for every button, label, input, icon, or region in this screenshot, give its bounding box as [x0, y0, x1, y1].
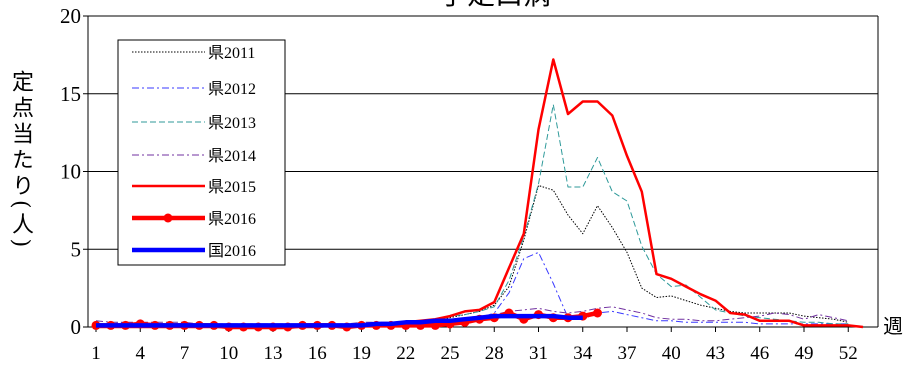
- series-line-pref-2013: [96, 104, 849, 326]
- legend: 県2011 県2012 県2013 県2014 県2015 県2016 国2016: [117, 39, 286, 266]
- legend-marker: [163, 213, 173, 223]
- data-point-pref-2016: [593, 308, 602, 318]
- x-tick-label: 22: [396, 343, 415, 364]
- legend-label: 県2012: [208, 81, 256, 98]
- legend-item-national-2016: 国2016: [132, 243, 256, 260]
- x-tick-label: 7: [180, 343, 190, 364]
- y-tick-label: 20: [60, 4, 81, 28]
- series-national-2016: [96, 313, 583, 328]
- legend-label: 県2014: [208, 148, 256, 165]
- y-axis-label: 定点当たり(人): [8, 70, 33, 252]
- x-tick-label: 28: [485, 343, 504, 364]
- legend-label: 国2016: [208, 243, 256, 260]
- legend-item-pref-2013: 県2013: [132, 115, 256, 132]
- x-tick-label: 49: [795, 343, 814, 364]
- legend-item-pref-2015: 県2015: [132, 179, 256, 196]
- legend-label: 県2015: [208, 179, 256, 196]
- legend-item-pref-2012: 県2012: [132, 81, 256, 98]
- legend-item-pref-2014: 県2014: [132, 148, 256, 165]
- legend-item-pref-2011: 県2011: [132, 45, 255, 62]
- legend-label: 県2011: [208, 45, 255, 62]
- series-line-national-2016: [96, 313, 583, 328]
- x-tick-label: 10: [219, 343, 238, 364]
- x-tick-label: 19: [352, 343, 371, 364]
- legend-label: 県2016: [208, 211, 256, 228]
- x-tick-label: 34: [573, 343, 593, 364]
- x-tick-label: 13: [264, 343, 283, 364]
- x-tick-label: 52: [839, 343, 858, 364]
- legend-box: [117, 39, 286, 266]
- y-tick-label: 0: [71, 315, 82, 339]
- x-tick-label: 40: [662, 343, 681, 364]
- x-tick-label: 37: [618, 343, 637, 364]
- x-tick-label: 4: [136, 343, 146, 364]
- x-tick-label: 1: [91, 343, 101, 364]
- y-tick-label: 15: [60, 82, 81, 106]
- x-tick-label: 16: [308, 343, 327, 364]
- chart-title: 手足口病: [400, 0, 590, 10]
- x-tick-label: 46: [750, 343, 769, 364]
- series-pref-2013: [96, 104, 849, 326]
- x-tick-label: 25: [441, 343, 460, 364]
- legend-label: 県2013: [208, 115, 256, 132]
- y-tick-label: 10: [60, 160, 81, 184]
- y-tick-label: 5: [71, 237, 82, 261]
- x-axis-label: 週: [883, 314, 903, 338]
- x-tick-label: 31: [529, 343, 548, 364]
- legend-item-pref-2016: 県2016: [132, 211, 256, 228]
- x-tick-label: 43: [706, 343, 725, 364]
